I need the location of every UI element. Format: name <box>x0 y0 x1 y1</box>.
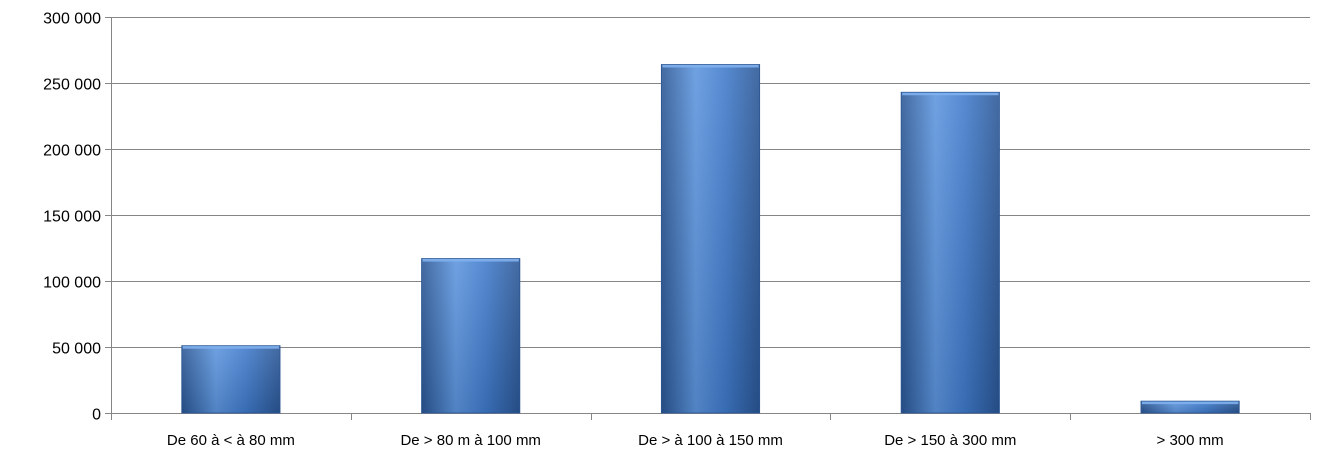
bar-top-highlight <box>1141 401 1239 405</box>
bar-outline <box>900 91 1000 414</box>
bar-top-highlight <box>662 64 759 68</box>
bar-outline <box>421 258 521 414</box>
bar-shade <box>661 64 760 414</box>
x-tick-label: De > 150 à 300 mm <box>884 432 1016 449</box>
bar <box>181 345 281 414</box>
x-axis-tick-labels: De 60 à < à 80 mm De > 80 m à 100 mm De > … <box>167 432 1224 449</box>
bar-top-highlight <box>422 258 519 262</box>
y-tick-label: 50 000 <box>52 341 101 358</box>
bar-outline <box>1140 400 1240 414</box>
bar-outline <box>660 64 761 414</box>
x-tick-label: De > 80 m à 100 mm <box>400 432 540 449</box>
bars <box>181 64 1240 414</box>
axes <box>111 17 1311 420</box>
y-tick-label: 150 000 <box>43 209 101 226</box>
bar <box>1140 400 1240 414</box>
y-axis-tick-labels: 0 50 000 100 000 150 000 200 000 250 000 300 0… <box>43 11 101 424</box>
bar-outline <box>181 345 281 414</box>
y-tick-label: 100 000 <box>43 275 101 292</box>
bar <box>900 91 1000 414</box>
bar-shade <box>181 345 281 413</box>
bar <box>660 64 761 414</box>
bar-shade <box>901 92 1000 414</box>
y-tick-label: 0 <box>92 407 101 424</box>
x-tick-label: > 300 mm <box>1157 432 1224 449</box>
y-tick-label: 300 000 <box>43 11 101 28</box>
bar-shade <box>421 258 520 413</box>
y-tick-label: 200 000 <box>43 143 101 160</box>
bar-top-highlight <box>182 345 280 349</box>
y-tick-label: 250 000 <box>43 77 101 94</box>
x-tick-label: De > à 100 à 150 mm <box>638 432 783 449</box>
bar <box>421 258 521 414</box>
x-tick-label: De 60 à < à 80 mm <box>167 432 295 449</box>
bar-top-highlight <box>902 92 999 96</box>
bar-shade <box>1140 401 1240 413</box>
